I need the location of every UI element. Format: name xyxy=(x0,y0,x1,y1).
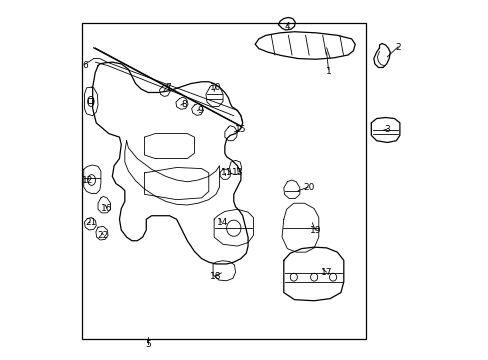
Text: 9: 9 xyxy=(197,106,203,115)
Text: 6: 6 xyxy=(82,61,88,70)
Text: 3: 3 xyxy=(384,126,389,135)
Text: 17: 17 xyxy=(320,268,332,277)
Text: 8: 8 xyxy=(181,100,186,109)
Text: 5: 5 xyxy=(145,340,151,349)
Text: 13: 13 xyxy=(231,168,243,177)
Text: 4: 4 xyxy=(284,22,289,31)
Text: 18: 18 xyxy=(210,272,221,281)
Text: 2: 2 xyxy=(394,43,400,52)
Bar xyxy=(82,23,365,339)
Text: 16: 16 xyxy=(101,204,113,213)
Text: 20: 20 xyxy=(303,183,314,192)
Text: 14: 14 xyxy=(217,219,228,228)
Text: 22: 22 xyxy=(98,231,109,240)
Text: 1: 1 xyxy=(325,67,331,76)
Text: 12: 12 xyxy=(81,176,93,185)
Text: 21: 21 xyxy=(85,219,97,228)
Text: 7: 7 xyxy=(164,83,170,92)
Text: 15: 15 xyxy=(235,126,246,135)
Text: 10: 10 xyxy=(210,83,221,92)
Text: 11: 11 xyxy=(221,168,232,177)
Text: 19: 19 xyxy=(309,225,321,234)
